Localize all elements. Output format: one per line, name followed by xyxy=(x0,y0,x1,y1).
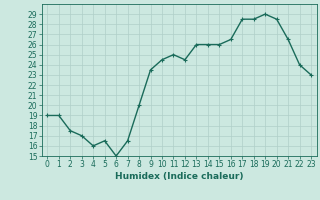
X-axis label: Humidex (Indice chaleur): Humidex (Indice chaleur) xyxy=(115,172,244,181)
